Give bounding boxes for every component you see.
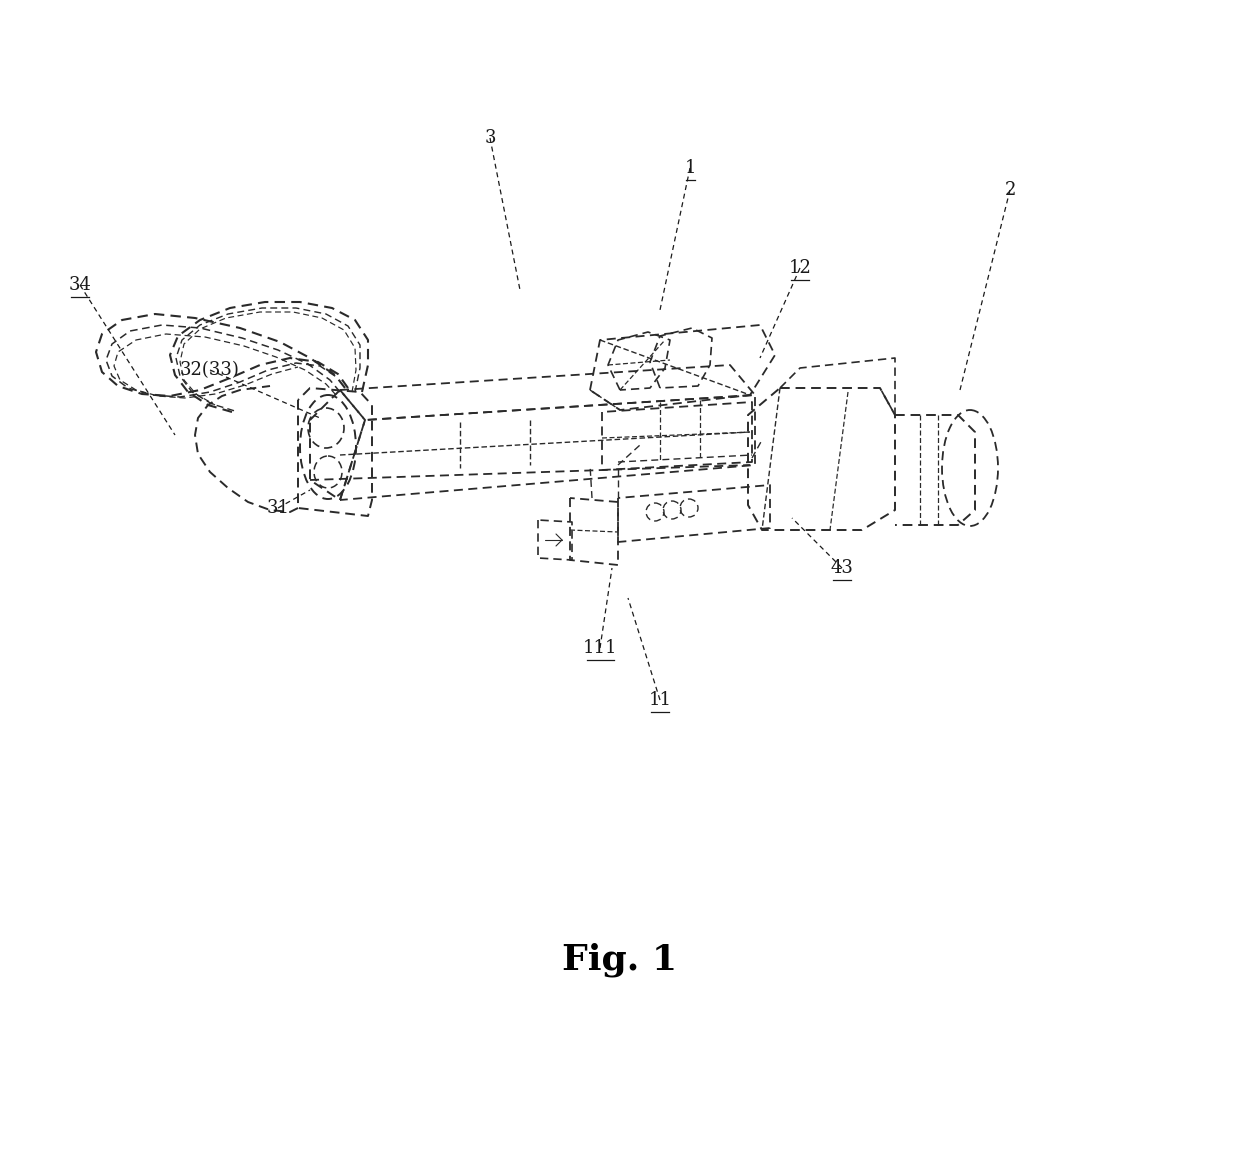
Text: 111: 111 xyxy=(583,639,618,657)
Text: 32(33): 32(33) xyxy=(180,361,239,379)
Text: 34: 34 xyxy=(68,277,92,294)
Text: 3: 3 xyxy=(485,129,496,148)
Text: 12: 12 xyxy=(789,259,811,277)
Text: 1: 1 xyxy=(684,159,696,177)
Text: 31: 31 xyxy=(267,498,289,517)
Text: 2: 2 xyxy=(1004,181,1016,199)
Text: Fig. 1: Fig. 1 xyxy=(563,942,677,977)
Text: 11: 11 xyxy=(649,691,672,709)
Text: 43: 43 xyxy=(831,559,853,578)
